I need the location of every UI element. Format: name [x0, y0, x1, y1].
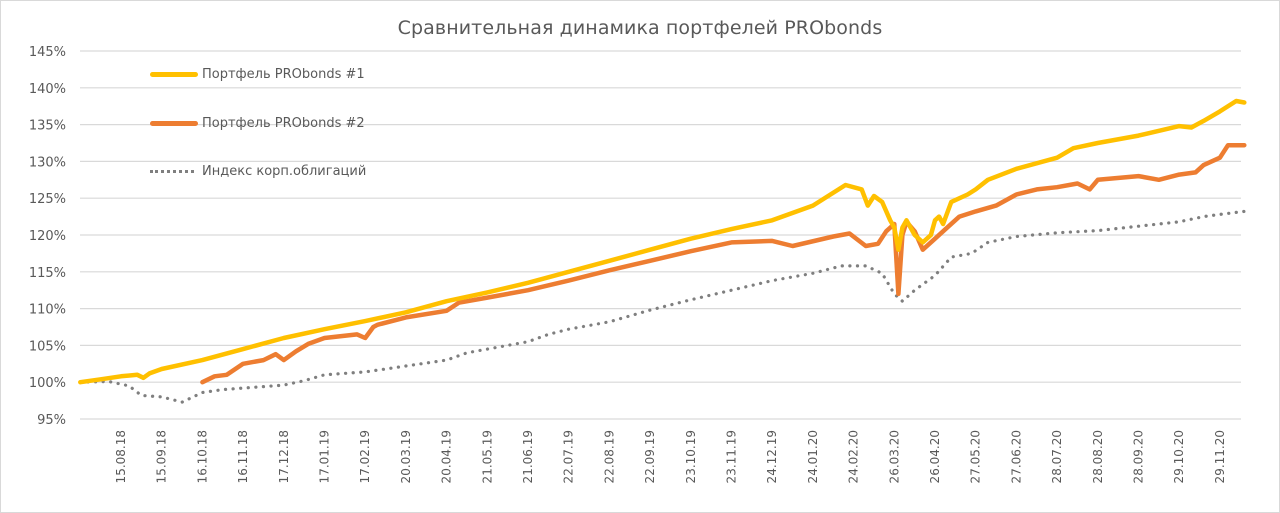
x-tick-label: 22.08.19 [602, 430, 616, 483]
x-tick-label: 29.10.20 [1172, 430, 1186, 483]
x-tick-label: 28.07.20 [1050, 430, 1064, 483]
x-tick-label: 26.03.20 [887, 430, 901, 483]
legend-item-portfolio-1[interactable]: Портфель PRObonds #1 [150, 64, 365, 84]
y-tick-label: 125% [29, 192, 66, 207]
y-axis-labels: 95% 100% 105% 110% 115% 120% 125% 130% 135% 140% 1… [29, 45, 66, 428]
y-tick-label: 145% [29, 45, 66, 60]
x-tick-label: 28.08.20 [1091, 430, 1105, 483]
x-tick-label: 20.04.19 [440, 430, 454, 483]
x-tick-label: 23.10.19 [684, 430, 698, 483]
legend-item-bond-index[interactable]: Индекс корп.облигаций [150, 161, 366, 181]
x-tick-label: 29.11.20 [1213, 430, 1227, 483]
chart-title: Сравнительная динамика портфелей PRObond… [397, 17, 883, 39]
x-tick-label: 28.09.20 [1132, 430, 1146, 483]
y-tick-label: 115% [29, 266, 66, 281]
legend-item-portfolio-2[interactable]: Портфель PRObonds #2 [150, 113, 365, 133]
x-tick-label: 24.12.19 [765, 430, 779, 483]
y-tick-label: 140% [29, 82, 66, 97]
y-tick-label: 105% [29, 339, 66, 354]
legend-label: Портфель PRObonds #2 [202, 115, 365, 131]
y-tick-label: 100% [29, 376, 66, 391]
x-tick-label: 22.07.19 [562, 430, 576, 483]
x-tick-label: 17.01.19 [318, 430, 332, 483]
x-tick-label: 17.02.19 [358, 430, 372, 483]
x-tick-label: 24.01.20 [806, 430, 820, 483]
x-tick-label: 27.06.20 [1009, 430, 1023, 483]
legend-swatch-solid-yellow-icon [150, 71, 198, 77]
series-line-2 [78, 209, 1246, 404]
y-tick-label: 135% [29, 119, 66, 134]
series-line-0 [78, 98, 1247, 385]
x-tick-label: 16.11.18 [236, 430, 250, 483]
x-tick-label: 27.05.20 [969, 430, 983, 483]
legend-swatch-solid-orange-icon [150, 120, 198, 126]
x-tick-label: 24.02.20 [847, 430, 861, 483]
x-axis-labels: 15.08.18 15.09.18 16.10.18 16.11.18 17.12.18… [114, 430, 1227, 483]
x-tick-label: 21.05.19 [480, 430, 494, 483]
y-tick-label: 95% [37, 413, 66, 428]
x-tick-label: 22.09.19 [643, 430, 657, 483]
x-tick-label: 20.03.19 [399, 430, 413, 483]
series-line-1 [200, 142, 1247, 385]
x-tick-label: 26.04.20 [928, 430, 942, 483]
legend-swatch-dotted-gray-icon [150, 169, 194, 173]
x-tick-label: 15.08.18 [114, 430, 128, 483]
x-tick-label: 15.09.18 [155, 430, 169, 483]
x-tick-label: 16.10.18 [195, 430, 209, 483]
x-tick-label: 23.11.19 [725, 430, 739, 483]
legend-label: Индекс корп.облигаций [202, 163, 367, 179]
x-tick-label: 17.12.18 [277, 430, 291, 483]
y-tick-label: 110% [29, 303, 66, 318]
y-tick-label: 120% [29, 229, 66, 244]
x-tick-label: 21.06.19 [521, 430, 535, 483]
y-tick-label: 130% [29, 155, 66, 170]
legend-label: Портфель PRObonds #1 [202, 66, 365, 82]
data-series [78, 98, 1247, 404]
